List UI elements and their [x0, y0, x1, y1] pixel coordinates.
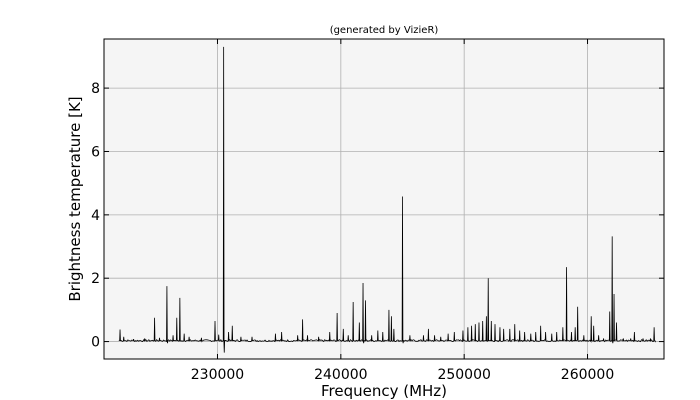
y-tick-label: 8: [91, 81, 100, 97]
grid: [104, 39, 664, 359]
spectrum-series: [118, 46, 656, 353]
chart-title: (generated by VizieR): [330, 25, 439, 36]
y-tick-label: 2: [91, 271, 100, 287]
y-axis-label: Brightness temperature [K]: [66, 96, 84, 301]
x-tick-label: 230000: [191, 367, 244, 383]
plot-area: [104, 39, 664, 359]
y-tick-label: 6: [91, 144, 100, 160]
x-tick-label: 240000: [314, 367, 367, 383]
axis-ticks: 230000 240000 250000 260000 0 2 4 6 8: [91, 39, 664, 383]
spectrum-line: [118, 46, 656, 353]
y-tick-label: 0: [91, 335, 100, 351]
y-tick-label: 4: [91, 208, 100, 224]
x-tick-label: 260000: [561, 367, 614, 383]
plot-frame: [103, 38, 665, 360]
x-axis-label: Frequency (MHz): [321, 382, 447, 400]
x-tick-label: 250000: [437, 367, 490, 383]
